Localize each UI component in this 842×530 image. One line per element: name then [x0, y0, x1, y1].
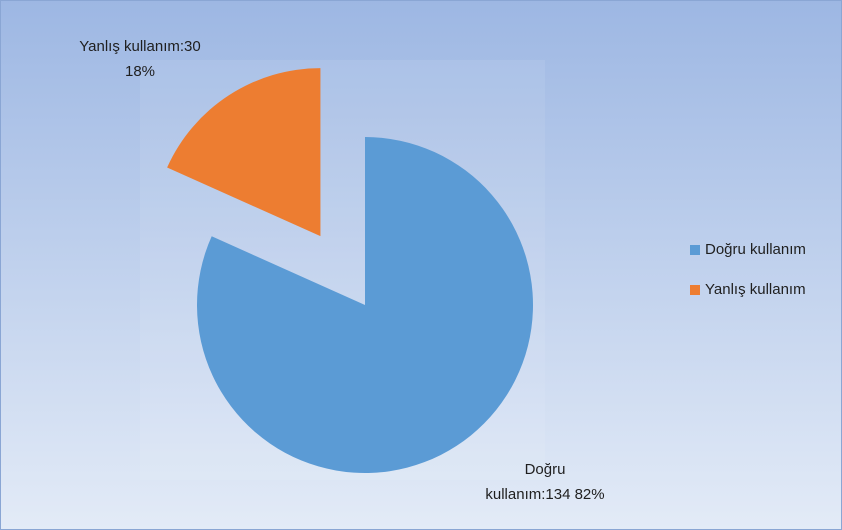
legend-label: Doğru kullanım	[705, 241, 806, 258]
legend-swatch	[690, 245, 700, 255]
legend-label: Yanlış kullanım	[705, 281, 806, 298]
data-label: kullanım:134 82%	[485, 486, 604, 503]
pie-slice	[167, 68, 321, 237]
legend-swatch	[690, 285, 700, 295]
data-label: Yanlış kullanım:30	[79, 38, 200, 55]
data-label: Doğru	[525, 461, 566, 478]
data-label: 18%	[125, 63, 155, 80]
pie-slice	[196, 137, 533, 473]
